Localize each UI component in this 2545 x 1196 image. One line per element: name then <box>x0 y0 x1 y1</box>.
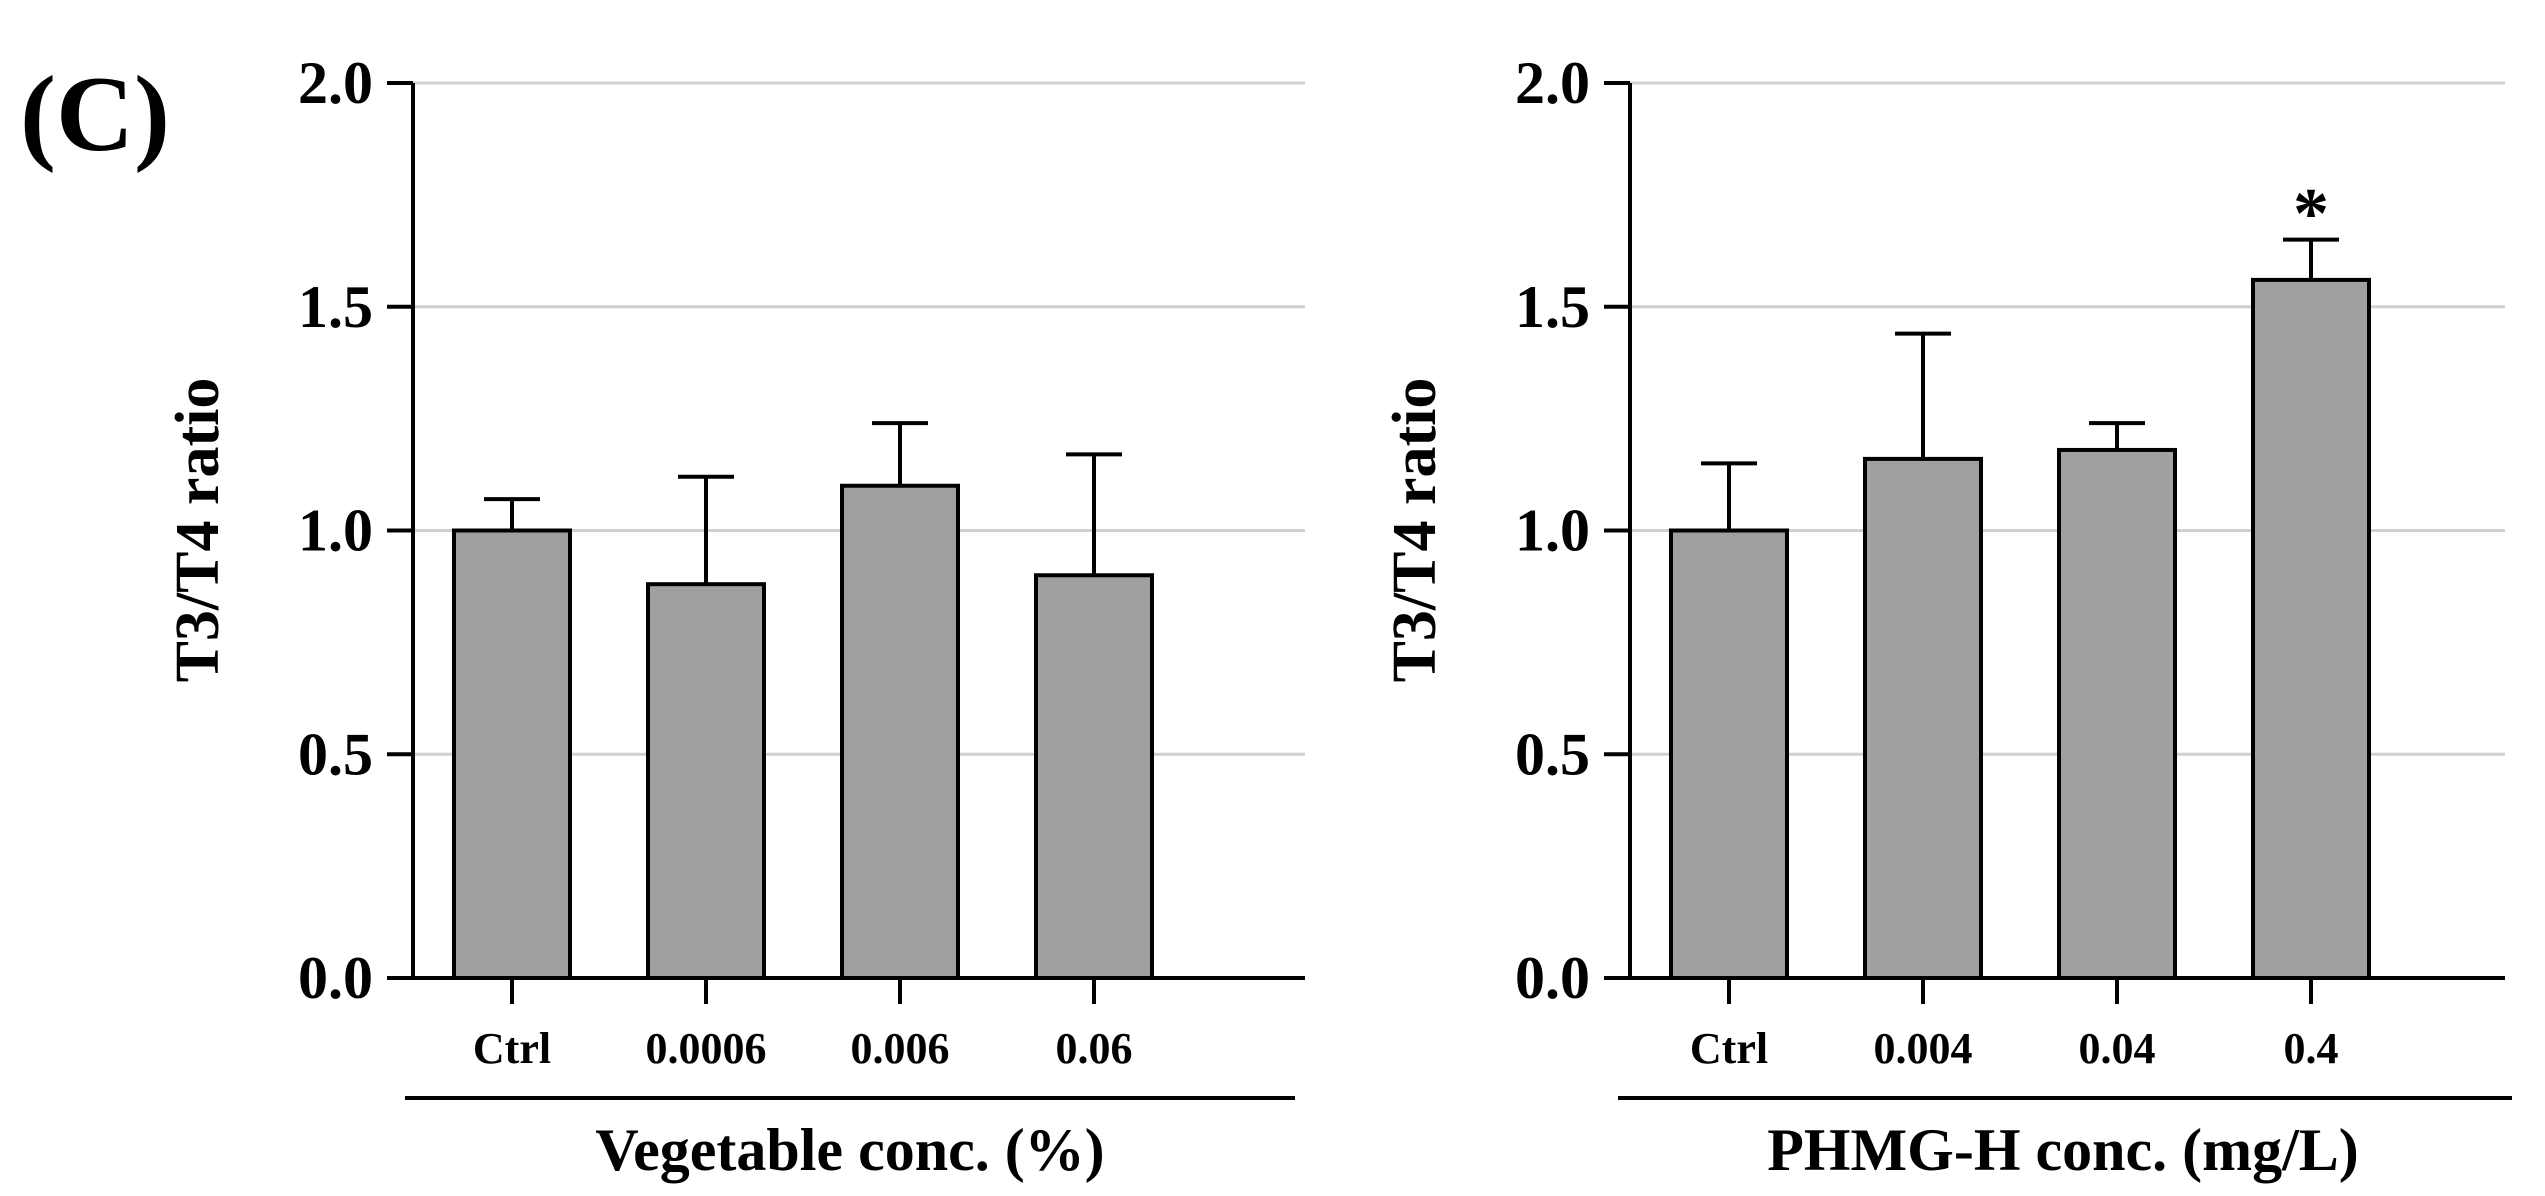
bar <box>840 483 960 980</box>
bar <box>2251 277 2371 980</box>
y-tick-label: 1.0 <box>298 498 373 564</box>
y-tick-label: 1.5 <box>1515 274 1590 340</box>
bar <box>1034 573 1154 980</box>
chart-vegetable: 0.0 0.5 1.0 1.5 2.0 Ctrl 0.0006 0.006 0.06 Vegeta… <box>164 50 1305 1183</box>
chart-phmg-h: 0.0 0.5 1.0 1.5 2.0 Ctrl 0.004 0.04 0.4 * PHMG-H c… <box>1381 50 2512 1183</box>
y-tick-label: 0.0 <box>298 945 373 1011</box>
x-tick-label: 0.006 <box>851 1024 950 1073</box>
bar <box>1863 456 1983 980</box>
y-axis-title: T3/T4 ratio <box>164 378 232 683</box>
y-tick-label: 0.5 <box>1515 721 1590 787</box>
x-tick-label: Ctrl <box>473 1024 551 1073</box>
y-tick-label: 1.5 <box>298 274 373 340</box>
bar <box>646 582 766 980</box>
x-tick-label: Ctrl <box>1690 1024 1768 1073</box>
x-tick-label: 0.004 <box>1874 1024 1973 1073</box>
x-axis-title: PHMG-H conc. (mg/L) <box>1767 1117 2359 1183</box>
y-axis-title: T3/T4 ratio <box>1381 378 1449 683</box>
x-axis-title: Vegetable conc. (%) <box>595 1117 1104 1183</box>
y-tick-label: 0.5 <box>298 721 373 787</box>
x-tick-label: 0.4 <box>2284 1024 2339 1073</box>
x-tick-label: 0.0006 <box>646 1024 767 1073</box>
y-tick-label: 2.0 <box>298 50 373 116</box>
x-tick-label: 0.04 <box>2079 1024 2156 1073</box>
y-tick-label: 0.0 <box>1515 945 1590 1011</box>
panel-label: (C) <box>20 55 170 174</box>
y-tick-label: 2.0 <box>1515 50 1590 116</box>
significance-marker: * <box>2293 174 2329 254</box>
y-tick-label: 1.0 <box>1515 498 1590 564</box>
bar <box>452 528 572 980</box>
x-tick-label: 0.06 <box>1056 1024 1133 1073</box>
bar <box>1669 528 1789 980</box>
bar <box>2057 447 2177 980</box>
